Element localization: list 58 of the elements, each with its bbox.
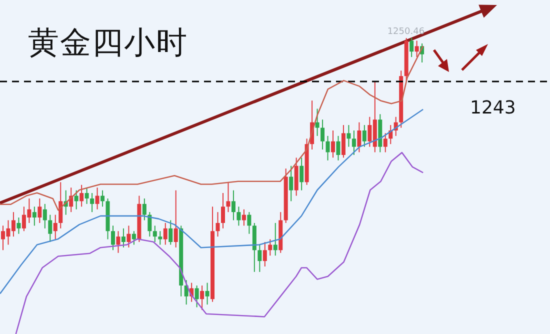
candlestick bbox=[95, 187, 100, 210]
candlestick bbox=[231, 190, 236, 221]
candlestick bbox=[226, 182, 230, 213]
candlestick bbox=[74, 190, 78, 210]
candlestick bbox=[326, 135, 330, 161]
candlestick bbox=[289, 165, 294, 202]
candlestick bbox=[414, 40, 419, 58]
candlestick bbox=[331, 130, 335, 158]
candlestick bbox=[346, 124, 351, 148]
candlestick bbox=[126, 225, 131, 248]
candlestick bbox=[38, 198, 42, 224]
candlestick bbox=[258, 244, 262, 272]
candlestick bbox=[16, 217, 21, 234]
annotation: 1250.46 bbox=[387, 27, 425, 37]
candlestick bbox=[320, 119, 325, 150]
candlestick bbox=[80, 184, 84, 208]
candlestick bbox=[200, 285, 204, 310]
candlestick bbox=[242, 208, 246, 226]
candlestick bbox=[100, 190, 105, 208]
candlestick bbox=[273, 222, 278, 256]
candlestick bbox=[111, 225, 115, 251]
candlestick bbox=[168, 220, 173, 246]
candlestick bbox=[90, 192, 94, 213]
candlestick bbox=[410, 38, 414, 58]
candlestick bbox=[152, 225, 157, 242]
candlestick bbox=[357, 122, 362, 153]
candlestick bbox=[262, 242, 267, 267]
chart-title: 黄金四小时 bbox=[28, 24, 188, 63]
candlestick bbox=[341, 124, 346, 158]
candlestick bbox=[352, 130, 356, 156]
candlestick bbox=[247, 212, 252, 234]
candlestick bbox=[362, 124, 366, 148]
candlestick bbox=[48, 214, 52, 242]
candlestick bbox=[336, 135, 340, 161]
candlestick bbox=[236, 206, 241, 226]
candlestick bbox=[194, 285, 199, 308]
candlestick bbox=[142, 198, 146, 221]
candlestick bbox=[132, 230, 136, 246]
candlestick bbox=[58, 182, 63, 229]
candlestick bbox=[174, 190, 178, 248]
candlestick bbox=[42, 203, 47, 229]
candlestick bbox=[32, 206, 36, 226]
candlestick bbox=[221, 192, 225, 229]
candlestick bbox=[300, 157, 304, 191]
candlestick bbox=[216, 212, 220, 238]
candlestick bbox=[121, 228, 126, 248]
candlestick bbox=[116, 230, 120, 254]
candlestick bbox=[53, 214, 58, 240]
candlestick bbox=[184, 280, 188, 306]
candlestick bbox=[268, 238, 272, 256]
candlestick bbox=[148, 212, 152, 238]
candlestick bbox=[84, 187, 89, 204]
annotation: 1243 bbox=[470, 98, 516, 119]
candlestick bbox=[205, 282, 210, 306]
candlestick bbox=[163, 222, 168, 246]
candlestick bbox=[383, 132, 388, 153]
candlestick bbox=[315, 108, 320, 136]
candlestick bbox=[158, 230, 162, 246]
